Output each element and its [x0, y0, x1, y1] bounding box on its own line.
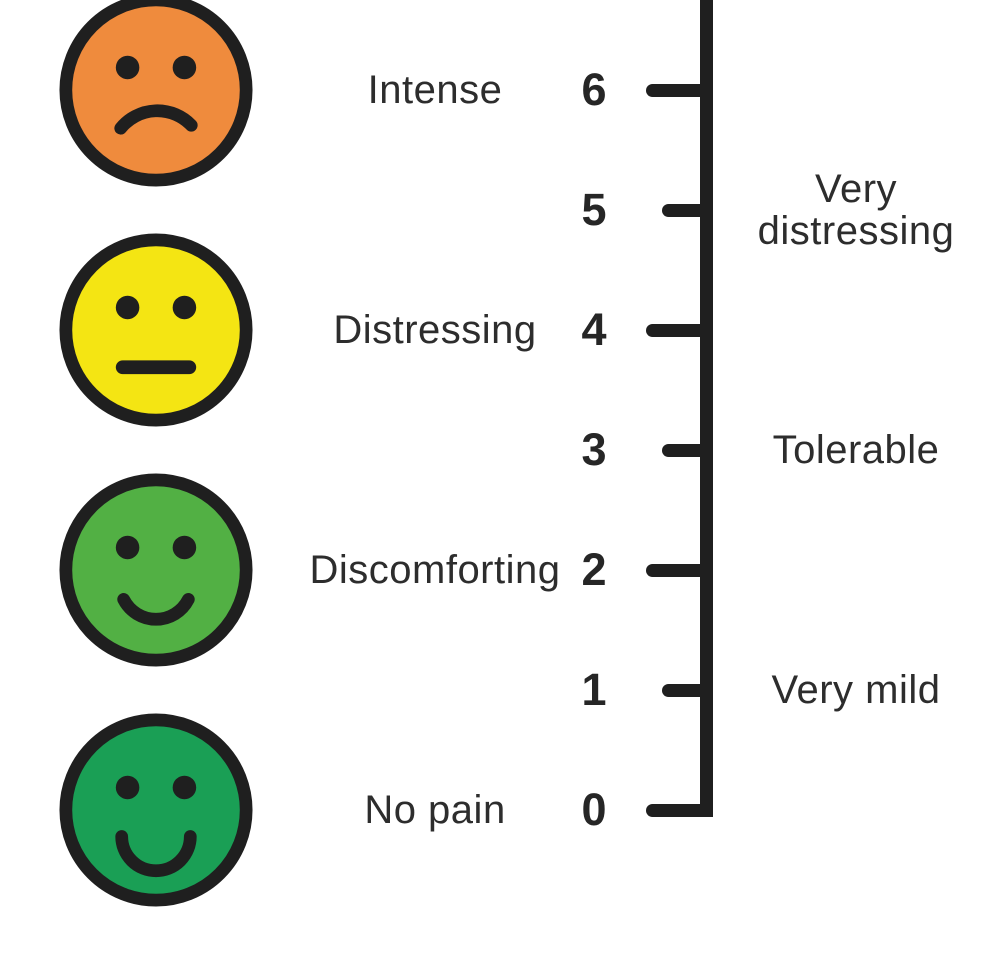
scale-number-1: 1: [581, 664, 607, 715]
tick-2: [646, 564, 706, 577]
face-distressing-graphic: [59, 233, 253, 427]
scale-number-2: 2: [581, 544, 607, 595]
frown-mouth-icon: [114, 104, 198, 135]
severity-label-intense-cut: Intense: [746, 0, 966, 8]
tick-1: [662, 684, 706, 697]
face-intense-graphic: [59, 0, 253, 187]
face-label-distressing: Distressing: [333, 308, 537, 352]
face-no-pain: [58, 712, 254, 908]
face-no-pain-graphic: [59, 713, 253, 907]
scale-number-5: 5: [581, 184, 607, 235]
left-eye-icon: [115, 55, 140, 80]
face-circle: [59, 233, 253, 427]
left-eye-icon: [115, 535, 140, 560]
right-eye-icon: [172, 55, 197, 80]
slight-smile-mouth-icon: [117, 593, 195, 626]
severity-label-very-distressing: Very distressing: [757, 167, 955, 253]
scale-number-0: 0: [581, 784, 607, 835]
tick-0: [646, 804, 706, 817]
severity-label-very-mild: Very mild: [771, 668, 941, 712]
smile-mouth-icon: [115, 830, 197, 878]
right-eye-icon: [172, 295, 197, 320]
face-distressing: [58, 232, 254, 428]
face-label-intense: Intense: [367, 68, 503, 112]
face-intense: [58, 0, 254, 188]
scale-number-6: 6: [581, 64, 607, 115]
tick-5: [662, 204, 706, 217]
tick-6: [646, 84, 706, 97]
severity-label-tolerable: Tolerable: [772, 428, 940, 472]
face-label-no-pain: No pain: [364, 788, 506, 832]
face-circle: [59, 0, 253, 187]
left-eye-icon: [115, 775, 140, 800]
tick-3: [662, 444, 706, 457]
scale-number-4: 4: [581, 304, 607, 355]
face-discomforting: [58, 472, 254, 668]
tick-4: [646, 324, 706, 337]
face-label-discomforting: Discomforting: [309, 548, 561, 592]
scale-number-3: 3: [581, 424, 607, 475]
face-circle: [59, 473, 253, 667]
left-eye-icon: [115, 295, 140, 320]
right-eye-icon: [172, 775, 197, 800]
right-eye-icon: [172, 535, 197, 560]
face-discomforting-graphic: [59, 473, 253, 667]
face-circle: [59, 713, 253, 907]
